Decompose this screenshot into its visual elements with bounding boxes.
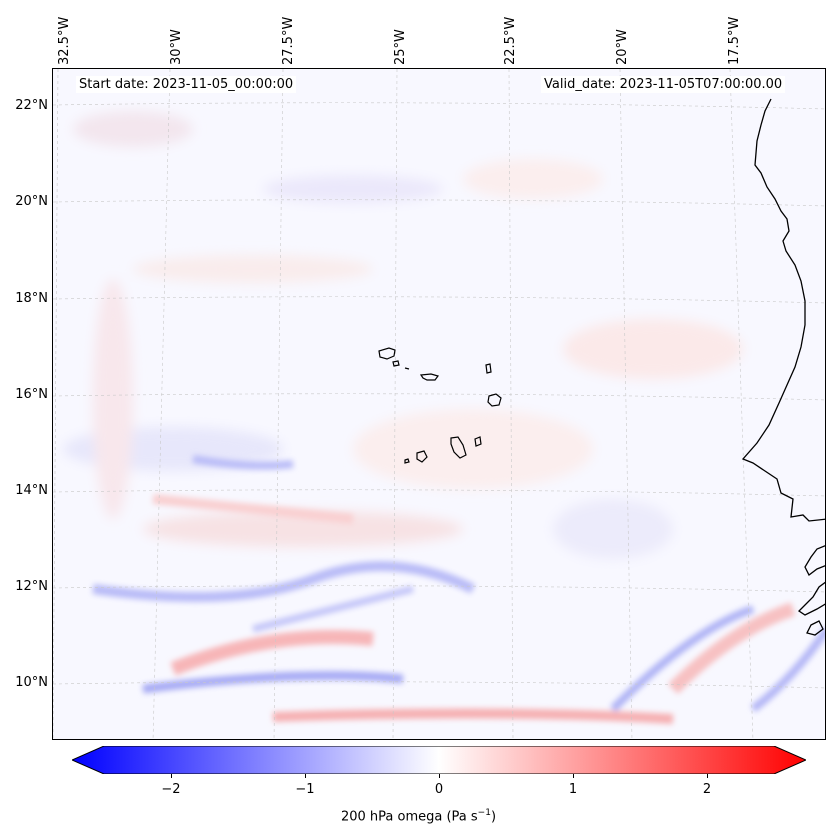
cbar-tickmark — [573, 774, 574, 778]
cbar-tick-label: −1 — [295, 782, 315, 797]
red-band-1 — [170, 630, 374, 676]
blue-band-1 — [92, 561, 476, 602]
lat-label-18n: 18°N — [15, 291, 48, 306]
cbar-tick-label: 1 — [568, 782, 578, 797]
cbar-tickmark — [439, 774, 440, 778]
lat-label-16n: 16°N — [15, 387, 48, 402]
red-band-2 — [272, 708, 674, 724]
blue-band-5 — [750, 626, 825, 713]
colorbar — [72, 746, 806, 774]
blue-band-6 — [252, 585, 414, 633]
valid-date-label: Valid_date: 2023-11-05T07:00:00.00 — [541, 76, 786, 93]
island-sal — [485, 363, 492, 374]
lat-label-20n: 20°N — [15, 194, 48, 209]
lon-label-32-5w: 32.5°W — [57, 16, 72, 65]
lon-label-17-5w: 17.5°W — [727, 16, 742, 65]
cbar-tickmark — [707, 774, 708, 778]
island-sao-vicente — [392, 360, 400, 367]
lon-label-20w: 20°W — [615, 29, 630, 65]
island-sao-nicolau — [419, 373, 440, 381]
blue-band-4 — [610, 605, 755, 712]
african-coastline — [741, 98, 825, 636]
lat-label-10n: 10°N — [15, 675, 48, 690]
island-maio — [474, 436, 482, 447]
colorbar-label-sup: −1 — [477, 808, 491, 818]
blue-band-2 — [142, 671, 404, 694]
cape-verde-islands — [378, 347, 502, 464]
colorbar-label-end: ) — [490, 809, 497, 825]
island-santo-antao — [378, 347, 396, 360]
lon-label-27-5w: 27.5°W — [281, 16, 296, 65]
omega-bands — [92, 455, 825, 724]
lat-label-12n: 12°N — [15, 579, 48, 594]
blue-band-3 — [192, 455, 294, 470]
lon-label-25w: 25°W — [393, 29, 408, 65]
lon-label-30w: 30°W — [169, 29, 184, 65]
lon-label-22-5w: 22.5°W — [503, 16, 518, 65]
map-panel[interactable] — [52, 68, 826, 740]
cbar-tickmark — [171, 774, 172, 778]
island-santa-luzia — [404, 367, 410, 370]
start-date-label: Start date: 2023-11-05_00:00:00 — [76, 76, 297, 93]
cbar-tick-label: −2 — [161, 782, 181, 797]
colorbar-label-text: 200 hPa omega (Pa s — [340, 809, 478, 825]
cbar-tick-label: 0 — [434, 782, 444, 797]
island-brava — [404, 458, 410, 464]
island-santiago — [450, 436, 467, 459]
cbar-tickmark — [305, 774, 306, 778]
red-band-4 — [152, 494, 354, 524]
lat-label-22n: 22°N — [15, 98, 48, 113]
omega-background-patches — [63, 111, 743, 559]
island-fogo — [416, 450, 428, 463]
colorbar-body — [72, 746, 806, 774]
red-band-3 — [668, 602, 796, 694]
graticule — [53, 69, 825, 739]
island-boa-vista — [487, 393, 502, 407]
colorbar-label: 200 hPa omega (Pa s−1) — [0, 808, 837, 824]
omega-field-map — [53, 69, 825, 739]
cbar-tick-label: 2 — [702, 782, 712, 797]
lat-label-14n: 14°N — [15, 483, 48, 498]
